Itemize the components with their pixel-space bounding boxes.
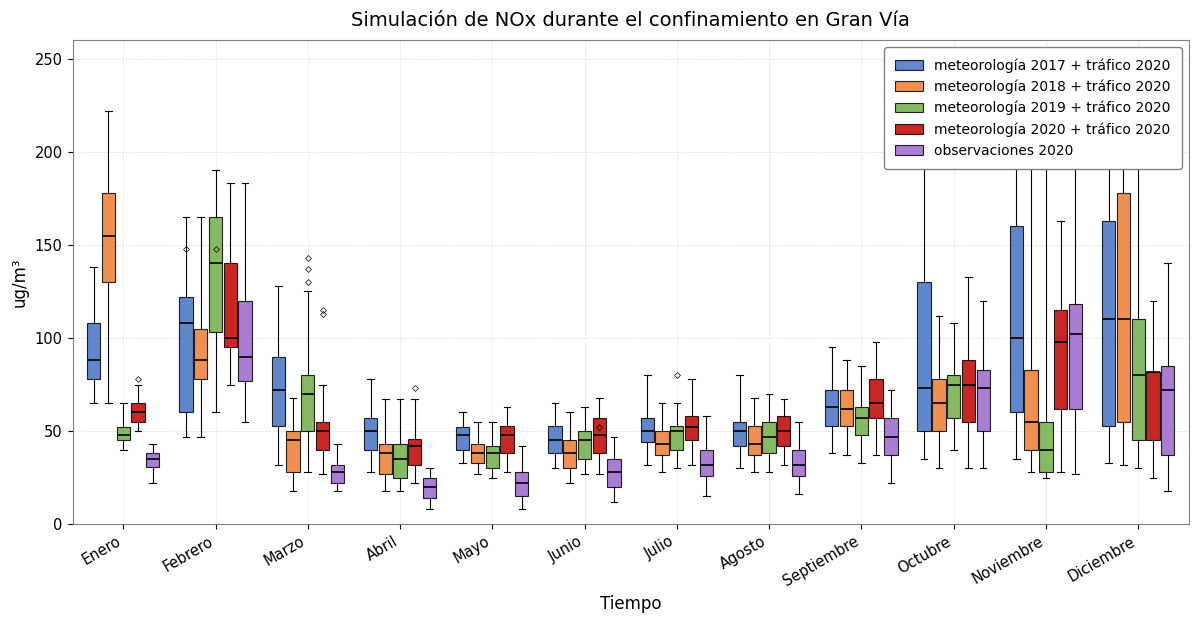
PathPatch shape [422,478,437,498]
Legend: meteorología 2017 + tráfico 2020, meteorología 2018 + tráfico 2020, meteorología: meteorología 2017 + tráfico 2020, meteor… [884,47,1182,169]
PathPatch shape [748,426,761,456]
PathPatch shape [146,454,160,467]
PathPatch shape [1146,371,1159,441]
PathPatch shape [1069,305,1082,409]
PathPatch shape [1162,366,1175,456]
PathPatch shape [840,390,853,426]
PathPatch shape [408,439,421,465]
PathPatch shape [1009,227,1024,412]
PathPatch shape [1132,319,1145,441]
PathPatch shape [179,297,193,412]
PathPatch shape [641,418,654,442]
PathPatch shape [778,416,791,446]
PathPatch shape [500,426,514,454]
PathPatch shape [209,217,222,333]
PathPatch shape [301,375,314,431]
PathPatch shape [456,427,469,450]
PathPatch shape [239,301,252,381]
PathPatch shape [287,431,300,472]
PathPatch shape [486,446,499,469]
PathPatch shape [792,450,805,476]
PathPatch shape [854,407,868,435]
PathPatch shape [762,422,775,454]
PathPatch shape [961,360,976,422]
PathPatch shape [331,465,344,483]
PathPatch shape [918,282,931,431]
PathPatch shape [223,263,236,348]
PathPatch shape [733,422,746,446]
PathPatch shape [1039,422,1052,472]
PathPatch shape [884,418,898,456]
PathPatch shape [977,369,990,431]
PathPatch shape [947,375,960,418]
PathPatch shape [379,444,392,474]
PathPatch shape [1054,310,1067,409]
Y-axis label: ug/m³: ug/m³ [11,257,29,307]
PathPatch shape [563,441,576,469]
PathPatch shape [88,323,101,379]
PathPatch shape [870,379,883,418]
PathPatch shape [607,459,620,487]
PathPatch shape [685,416,698,441]
PathPatch shape [515,472,528,496]
PathPatch shape [1102,221,1115,426]
PathPatch shape [271,357,284,426]
PathPatch shape [194,329,208,379]
PathPatch shape [316,422,329,450]
X-axis label: Tiempo: Tiempo [600,595,661,613]
Title: Simulación de NOx durante el confinamiento en Gran Vía: Simulación de NOx durante el confinamien… [352,11,910,30]
PathPatch shape [1025,369,1038,450]
PathPatch shape [593,418,606,454]
PathPatch shape [670,426,684,450]
PathPatch shape [700,450,713,476]
PathPatch shape [548,426,562,454]
PathPatch shape [470,444,484,463]
PathPatch shape [394,444,407,478]
PathPatch shape [131,403,145,422]
PathPatch shape [578,431,592,459]
PathPatch shape [1117,193,1130,422]
PathPatch shape [655,431,668,456]
PathPatch shape [102,193,115,282]
PathPatch shape [116,427,130,441]
PathPatch shape [826,390,839,426]
PathPatch shape [364,418,377,450]
PathPatch shape [932,379,946,431]
